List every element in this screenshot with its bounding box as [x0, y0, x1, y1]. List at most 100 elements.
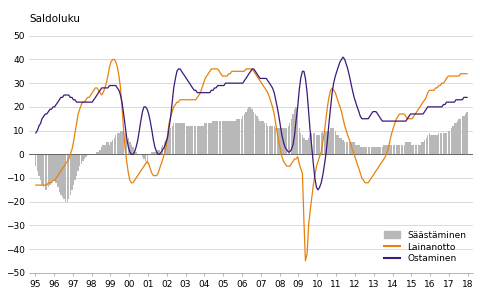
Bar [82, 154, 84, 161]
Bar [35, 154, 36, 166]
Bar [154, 152, 156, 154]
Bar [443, 133, 444, 154]
Bar [465, 114, 466, 154]
Bar [454, 124, 455, 154]
Bar [405, 142, 407, 154]
Bar [410, 142, 411, 154]
Bar [352, 142, 353, 154]
Bar [290, 119, 292, 154]
Bar [408, 142, 409, 154]
Bar [305, 140, 306, 154]
Bar [440, 133, 441, 154]
Bar [452, 126, 454, 154]
Bar [297, 104, 299, 154]
Bar [388, 145, 389, 154]
Bar [346, 142, 347, 154]
Bar [308, 138, 309, 154]
Bar [117, 133, 118, 154]
Bar [236, 119, 237, 154]
Bar [222, 121, 223, 154]
Bar [330, 128, 331, 154]
Bar [299, 128, 300, 154]
Bar [322, 131, 324, 154]
Bar [274, 126, 275, 154]
Bar [394, 145, 396, 154]
Bar [418, 145, 419, 154]
Bar [203, 126, 204, 154]
Bar [349, 142, 350, 154]
Bar [247, 109, 248, 154]
Bar [79, 154, 80, 166]
Bar [278, 128, 279, 154]
Bar [317, 135, 319, 154]
Bar [283, 128, 284, 154]
Bar [71, 154, 72, 190]
Bar [302, 135, 303, 154]
Bar [355, 145, 356, 154]
Bar [380, 147, 381, 154]
Bar [109, 145, 110, 154]
Bar [242, 116, 243, 154]
Bar [186, 126, 187, 154]
Bar [368, 147, 369, 154]
Bar [209, 124, 211, 154]
Bar [295, 107, 297, 154]
Bar [432, 135, 433, 154]
Bar [234, 121, 236, 154]
Bar [156, 152, 157, 154]
Bar [192, 126, 193, 154]
Bar [353, 142, 355, 154]
Bar [455, 124, 456, 154]
Bar [285, 128, 286, 154]
Bar [363, 147, 364, 154]
Bar [228, 121, 229, 154]
Bar [341, 138, 342, 154]
Bar [73, 154, 74, 185]
Bar [157, 150, 159, 154]
Bar [372, 147, 373, 154]
Bar [457, 121, 458, 154]
Bar [386, 145, 388, 154]
Bar [218, 121, 220, 154]
Bar [407, 142, 408, 154]
Bar [402, 145, 403, 154]
Bar [98, 152, 99, 154]
Bar [40, 154, 41, 180]
Bar [132, 147, 134, 154]
Bar [180, 124, 181, 154]
Bar [135, 152, 137, 154]
Bar [325, 131, 326, 154]
Bar [41, 154, 43, 185]
Bar [280, 128, 281, 154]
Bar [267, 126, 268, 154]
Bar [159, 150, 160, 154]
Bar [321, 133, 322, 154]
Bar [164, 142, 165, 154]
Bar [449, 131, 450, 154]
Bar [415, 145, 416, 154]
Bar [350, 142, 352, 154]
Bar [444, 133, 446, 154]
Bar [106, 142, 107, 154]
Bar [76, 154, 77, 176]
Bar [328, 131, 330, 154]
Bar [68, 154, 70, 199]
Bar [300, 133, 301, 154]
Bar [383, 145, 384, 154]
Bar [467, 112, 468, 154]
Bar [121, 131, 123, 154]
Bar [211, 124, 212, 154]
Bar [243, 114, 245, 154]
Bar [375, 147, 377, 154]
Bar [123, 131, 124, 154]
Bar [189, 126, 190, 154]
Bar [360, 147, 361, 154]
Bar [67, 154, 68, 202]
Bar [458, 119, 460, 154]
Bar [36, 154, 38, 171]
Bar [146, 154, 148, 164]
Bar [45, 154, 46, 190]
Bar [436, 135, 438, 154]
Bar [261, 121, 262, 154]
Bar [59, 154, 60, 192]
